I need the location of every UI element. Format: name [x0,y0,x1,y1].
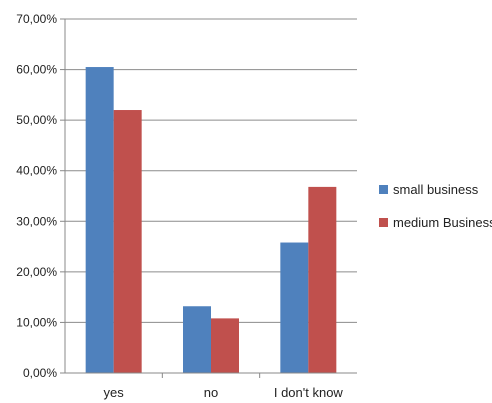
bar-medium-business [113,110,142,374]
legend-label: small business [393,182,479,197]
y-tick-label: 40,00% [16,164,57,178]
y-tick-label: 0,00% [23,366,57,380]
y-tick-label: 30,00% [16,214,57,228]
bar-small-business [280,242,309,373]
x-tick-label: no [204,385,218,400]
y-tick-labels: 0,00% 10,00% 20,00% 30,00% 40,00% 50,00% 60,00… [16,12,65,380]
y-tick-label: 70,00% [16,12,57,26]
y-tick-label: 20,00% [16,265,57,279]
x-tick-label: yes [104,385,125,400]
legend-swatch [379,218,388,227]
bar-small-business [183,306,211,373]
legend-swatch [379,185,388,194]
bar-medium-business [308,186,337,373]
bar-small-business [85,67,114,374]
legend-label: medium Business [393,215,492,230]
bars [85,67,337,374]
bar-medium-business [211,318,239,373]
y-tick-label: 10,00% [16,315,57,329]
y-tick-label: 50,00% [16,113,57,127]
x-tick-label: I don't know [274,385,344,400]
legend: small business medium Business [379,182,492,230]
x-tick-labels: yes no I don't know [104,373,344,400]
y-tick-label: 60,00% [16,63,57,77]
